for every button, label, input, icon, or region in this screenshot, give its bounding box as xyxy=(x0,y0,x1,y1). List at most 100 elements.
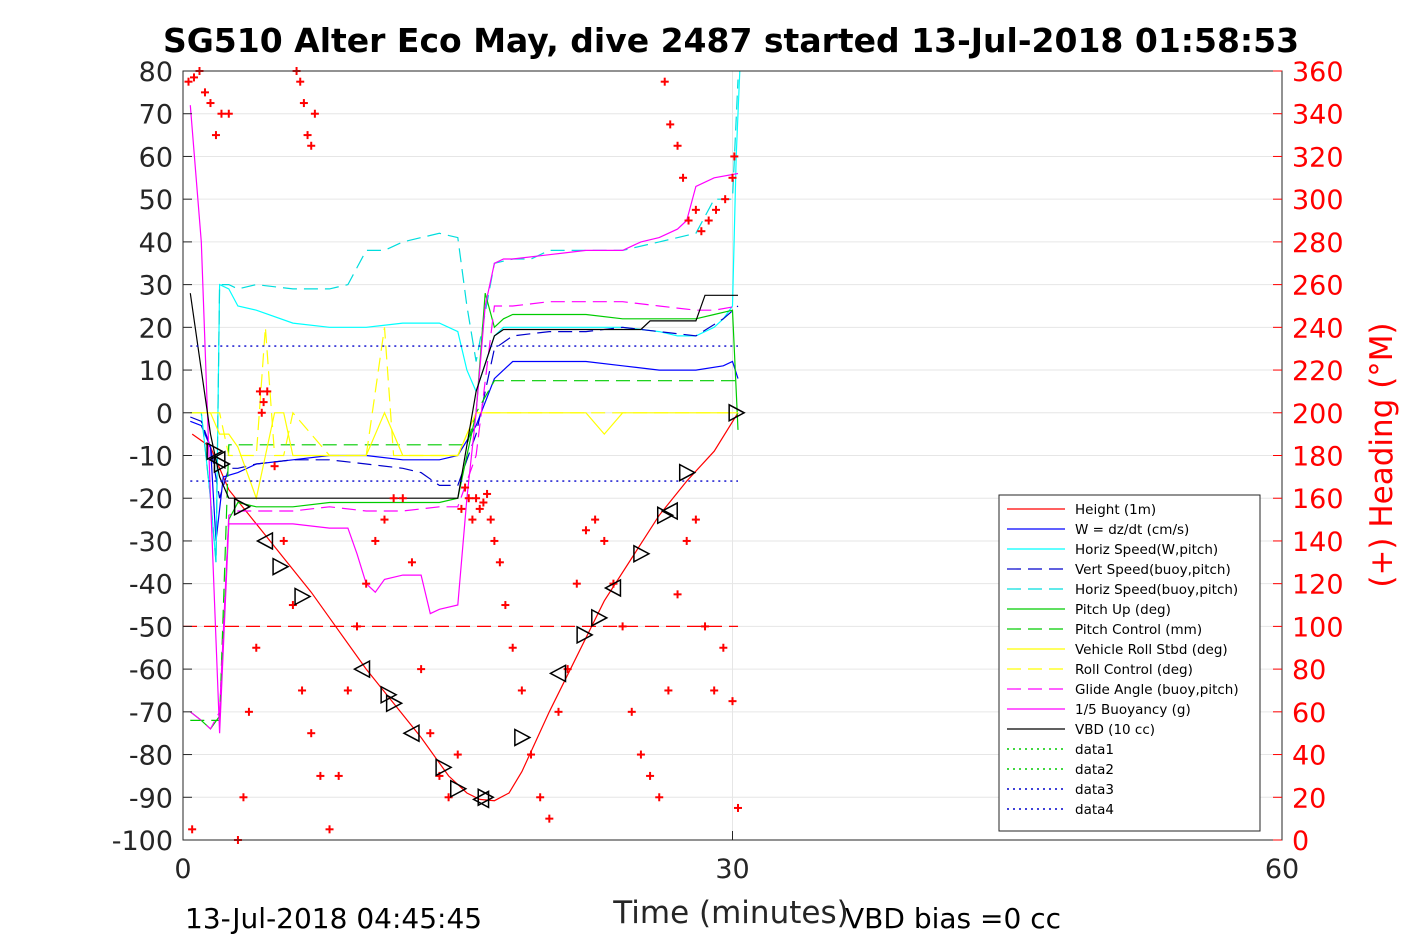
footer-vbd-bias: VBD bias =0 cc xyxy=(845,902,1061,935)
heading-point xyxy=(728,173,737,182)
height-marker xyxy=(385,694,404,713)
height-marker xyxy=(633,544,651,564)
heading-point xyxy=(380,515,389,524)
y-right-tick-label: 220 xyxy=(1292,356,1344,387)
heading-point xyxy=(200,88,209,97)
y-right-tick-label: 260 xyxy=(1292,271,1344,302)
x-tick-label: 0 xyxy=(174,854,191,885)
heading-point xyxy=(252,643,261,652)
heading-point xyxy=(495,558,504,567)
legend-label: 1/5 Buoyancy (g) xyxy=(1075,702,1191,718)
y-right-tick-label: 100 xyxy=(1292,612,1344,643)
heading-point xyxy=(536,793,545,802)
series-line-4 xyxy=(190,79,739,563)
heading-point xyxy=(259,398,268,407)
y-tick-label: -60 xyxy=(129,655,173,686)
heading-point xyxy=(475,504,484,513)
heading-point xyxy=(636,750,645,759)
legend-label: Height (1m) xyxy=(1075,502,1156,518)
y-tick-label: -40 xyxy=(129,570,173,601)
series-line-10 xyxy=(189,105,739,734)
height-marker xyxy=(435,758,453,777)
y-right-tick-label: 300 xyxy=(1292,185,1344,216)
y-tick-label: -30 xyxy=(129,527,173,558)
y-right-tick-label: 40 xyxy=(1292,741,1326,772)
heading-point xyxy=(710,686,719,695)
y-right-tick-label: 240 xyxy=(1292,313,1344,344)
height-marker xyxy=(206,441,224,461)
heading-point xyxy=(486,515,495,524)
height-marker xyxy=(576,625,594,645)
height-marker xyxy=(728,403,746,423)
heading-point xyxy=(453,750,462,759)
legend-label: Vert Speed(buoy,pitch) xyxy=(1075,562,1231,578)
heading-point xyxy=(572,579,581,588)
heading-point xyxy=(184,77,193,86)
heading-point xyxy=(255,387,264,396)
heading-point xyxy=(244,707,253,716)
heading-point xyxy=(239,793,248,802)
x-axis-label: Time (minutes) xyxy=(612,895,848,931)
heading-point xyxy=(263,387,272,396)
heading-point xyxy=(298,686,307,695)
height-marker xyxy=(591,608,609,628)
legend-box xyxy=(998,494,1261,832)
heading-point xyxy=(730,152,739,161)
heading-point xyxy=(501,601,510,610)
heading-point xyxy=(627,707,636,716)
heading-point xyxy=(684,216,693,225)
height-marker xyxy=(656,506,675,525)
heading-point xyxy=(691,515,700,524)
legend-label: VBD (10 cc) xyxy=(1075,722,1155,738)
heading-point xyxy=(554,707,563,716)
heading-point xyxy=(206,99,215,108)
heading-point xyxy=(581,526,590,535)
y-tick-label: 80 xyxy=(139,57,173,88)
height-marker xyxy=(477,788,495,807)
heading-point xyxy=(545,814,554,823)
height-marker xyxy=(294,587,312,606)
series-line-5 xyxy=(189,293,739,730)
y-right-tick-label: 60 xyxy=(1292,698,1326,729)
legend-label: Pitch Control (mm) xyxy=(1075,622,1202,638)
legend-label: Horiz Speed(buoy,pitch) xyxy=(1075,582,1238,598)
heading-point xyxy=(426,729,435,738)
heading-point xyxy=(343,686,352,695)
heading-point xyxy=(334,771,343,780)
footer-timestamp: 13-Jul-2018 04:45:45 xyxy=(185,902,482,935)
heading-point xyxy=(362,579,371,588)
heading-point xyxy=(646,771,655,780)
heading-point xyxy=(733,803,742,812)
y-tick-label: -20 xyxy=(129,484,173,515)
height-marker xyxy=(678,463,697,482)
y-right-tick-label: 340 xyxy=(1292,100,1344,131)
y-right-tick-label: 180 xyxy=(1292,442,1344,473)
legend-label: Horiz Speed(W,pitch) xyxy=(1075,542,1218,558)
heading-point xyxy=(618,622,627,631)
heading-point xyxy=(472,494,481,503)
heading-point xyxy=(591,515,600,524)
height-marker xyxy=(603,578,622,598)
heading-point xyxy=(398,494,407,503)
heading-point xyxy=(389,494,398,503)
heading-point xyxy=(257,408,266,417)
y-right-tick-label: 20 xyxy=(1292,783,1326,814)
heading-point xyxy=(188,825,197,834)
x-tick-label: 30 xyxy=(715,854,749,885)
heading-point xyxy=(461,483,470,492)
y-right-tick-label: 0 xyxy=(1292,826,1309,857)
y-tick-label: -50 xyxy=(129,612,173,643)
heading-point xyxy=(490,536,499,545)
heading-point xyxy=(728,697,737,706)
heading-point xyxy=(468,515,477,524)
heading-point xyxy=(325,825,334,834)
y-right-tick-label: 280 xyxy=(1292,228,1344,259)
y-tick-label: -100 xyxy=(112,826,173,857)
height-marker xyxy=(213,454,232,474)
legend-label: Pitch Up (deg) xyxy=(1075,602,1171,618)
y-tick-label: 60 xyxy=(139,142,173,173)
heading-point xyxy=(673,590,682,599)
y-right-tick-label: 140 xyxy=(1292,527,1344,558)
heading-point xyxy=(721,195,730,204)
heading-point xyxy=(353,622,362,631)
